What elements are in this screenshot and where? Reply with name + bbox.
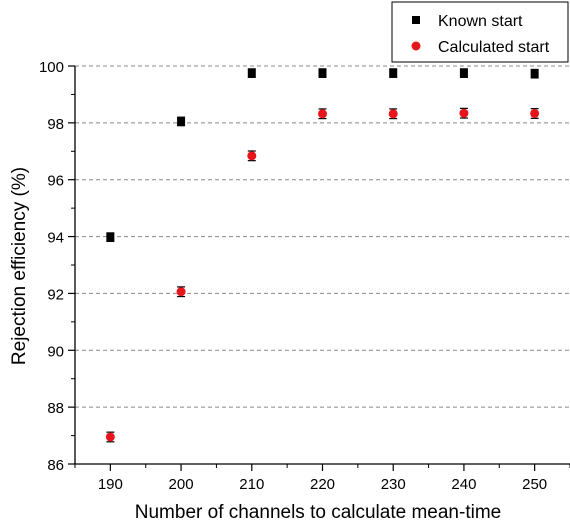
- x-tick-label-250: 250: [522, 476, 547, 493]
- y-tick-label-94: 94: [47, 230, 64, 247]
- data-point-known-start-190: [106, 233, 115, 242]
- y-tick-label-92: 92: [47, 286, 64, 303]
- data-point-known-start-220: [318, 69, 327, 78]
- data-point-calculated-start-210: [247, 151, 257, 161]
- y-tick-label-86: 86: [47, 457, 64, 474]
- y-tick-label-100: 100: [39, 59, 64, 76]
- data-point-calculated-start-250: [530, 108, 540, 118]
- data-point-calculated-start-240: [459, 108, 469, 118]
- legend-box: [391, 1, 569, 63]
- y-tick-label-90: 90: [47, 343, 64, 360]
- data-point-known-start-210: [247, 69, 256, 78]
- x-tick-label-240: 240: [451, 476, 476, 493]
- series-2: [105, 107, 540, 443]
- data-point-calculated-start-190: [105, 432, 115, 442]
- x-axis-label: Number of channels to calculate mean-tim…: [135, 502, 501, 523]
- data-point-calculated-start-220: [318, 109, 327, 119]
- axes: [68, 65, 570, 471]
- data-point-calculated-start-230: [388, 109, 398, 119]
- x-tick-label-210: 210: [239, 476, 264, 493]
- x-tick-label-230: 230: [381, 476, 406, 493]
- legend-marker-calculated-start: [411, 41, 421, 51]
- y-tick-label-98: 98: [47, 116, 64, 133]
- legend-label-known-start: Known start: [438, 13, 523, 30]
- legend: Known start Calculated start: [391, 1, 569, 63]
- legend-label-calculated-start: Calculated start: [438, 39, 550, 56]
- grid-lines: [75, 65, 570, 408]
- y-tick-label-88: 88: [47, 400, 64, 417]
- x-tick-label-200: 200: [169, 476, 194, 493]
- data-point-known-start-250: [530, 69, 539, 78]
- y-axis-label: Rejection efficiency (%): [9, 167, 30, 365]
- y-tick-label-96: 96: [47, 173, 64, 190]
- data-point-known-start-230: [389, 69, 398, 78]
- data-point-known-start-200: [177, 117, 186, 126]
- data-points: [105, 68, 540, 443]
- x-tick-label-220: 220: [310, 476, 335, 493]
- series-1: [106, 68, 539, 243]
- tick-labels: 86 88 90 92 94 96 98 100 190 200 210 220 230 240 250: [39, 59, 547, 493]
- data-point-known-start-240: [459, 69, 468, 78]
- x-tick-label-190: 190: [98, 476, 123, 493]
- legend-marker-known-start: [412, 16, 420, 24]
- data-point-calculated-start-200: [176, 287, 186, 297]
